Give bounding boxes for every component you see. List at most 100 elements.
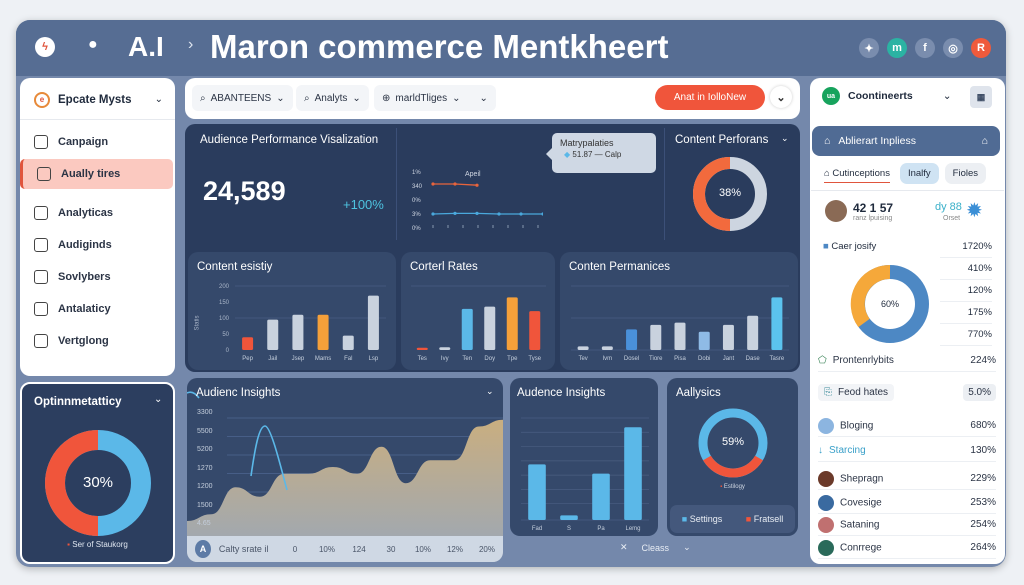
insights-header: ⌂ Ablierart Inpliess ⌂ [812, 126, 1000, 156]
filter-dropdown[interactable]: ⌕ ABANTEENS ⌄ [192, 85, 293, 111]
chart-title: Conten Permanices [569, 261, 670, 273]
legend-item-fratsell[interactable]: ■ Fratsell [745, 514, 784, 524]
home-outline-icon[interactable]: ⌂ [981, 135, 988, 147]
bar [722, 324, 734, 350]
x-tick-label: Dobi [698, 356, 710, 362]
x-tick-label: Lsp [369, 356, 379, 362]
list-item[interactable]: Conrrege 264% [818, 537, 996, 559]
note-icon [34, 334, 48, 348]
bar [416, 347, 428, 350]
list-item-label: ⬠ Prontenrlybits [818, 355, 894, 366]
sidebar-item[interactable]: Vertglong [20, 326, 173, 356]
user-icon[interactable]: A [195, 540, 211, 558]
analytics-dropdown[interactable]: ⌕ Analyts ⌄ [296, 85, 369, 111]
tag-icon: ⊕ [382, 92, 391, 104]
file-icon: ⎘ [824, 386, 832, 398]
optin-value: 30% [82, 474, 114, 491]
primary-action-button[interactable]: Anat in IolloNew [655, 85, 765, 110]
close-label[interactable]: Cleass [641, 542, 670, 553]
sidebar-item[interactable]: Antalaticy [20, 294, 173, 324]
bar [439, 347, 451, 350]
chevron-down-icon[interactable]: ⌄ [781, 133, 789, 143]
list-item[interactable]: ⬠ Prontenrlybits 224% [818, 350, 996, 372]
list-item[interactable]: Covesige 253% [818, 492, 996, 514]
workspace-selector[interactable]: e Epcate Mysts ⌄ [20, 80, 175, 120]
x-tick-label: Fad [532, 526, 542, 532]
x-tick-label: Doy [484, 356, 495, 362]
chevron-down-icon[interactable]: ⌄ [683, 542, 691, 552]
bar [506, 297, 518, 350]
y-tick-label: 1270 [197, 464, 213, 472]
list-item-value: 224% [970, 355, 996, 366]
x-tick-label: S [567, 526, 571, 532]
chevron-down-icon: ⌄ [942, 90, 952, 102]
m-icon[interactable]: m [887, 38, 907, 58]
list-item[interactable]: Bloging 680% [818, 415, 996, 437]
avatar [818, 417, 834, 434]
chevron-down-icon: ⌄ [154, 94, 163, 105]
sidebar-item[interactable]: Canpaign [20, 127, 173, 157]
list-item-label: Covesige [818, 494, 882, 511]
app-logo-icon[interactable]: ϟ [35, 37, 55, 57]
right-tabs: ⌂ Cutinceptions Inalfy Fioles [824, 163, 987, 184]
chevron-down-icon[interactable]: ⌄ [154, 394, 163, 405]
analysis-value: 59% [721, 436, 745, 448]
close-bar[interactable]: ✕ Cleass ⌄ [620, 542, 691, 553]
divider [664, 128, 665, 240]
x-tick-label: Tes [418, 356, 427, 362]
line-point [541, 212, 543, 216]
list-item-value: 5.0% [963, 383, 996, 401]
stat2-value: dy 88 [935, 201, 962, 213]
line-point [475, 211, 479, 215]
list-item[interactable]: ↓ Starcing 130% [818, 440, 996, 462]
continent-selector[interactable]: ua Coontineerts ⌄ [822, 87, 952, 105]
sidebar-item[interactable]: Analyticas [20, 198, 173, 228]
area-fill [187, 419, 503, 562]
analysis-donut [698, 408, 768, 478]
campaign-icon [34, 135, 48, 149]
donut-value: 60% [880, 299, 899, 309]
page-title: Maron commerce Mentkheert [210, 28, 669, 65]
workspace-name: Epcate Mysts [58, 93, 132, 106]
clipboard-icon [34, 238, 48, 252]
y-tick-label: 1% [412, 170, 421, 176]
list-item-value: 680% [970, 420, 996, 431]
tab-cutinceptions[interactable]: ⌂ Cutinceptions [824, 165, 890, 183]
x-tick-label: 20% [478, 544, 495, 554]
calendar-icon[interactable]: ▦ [970, 86, 992, 108]
line-series [432, 212, 543, 215]
sidebar-item[interactable]: Aually tires [20, 159, 173, 189]
list-item[interactable]: Sataning 254% [818, 514, 996, 536]
logo-text: A.I [128, 31, 164, 62]
twitter-icon[interactable]: ✦ [859, 38, 879, 58]
tab-fioles[interactable]: Fioles [944, 163, 987, 184]
y-axis-label: Statis [194, 315, 201, 331]
link-icon[interactable]: ◎ [943, 38, 963, 58]
list-item-label: ↓ Starcing [818, 445, 866, 456]
facebook-icon[interactable]: f [915, 38, 935, 58]
x-tick-label: Ivm [602, 356, 612, 362]
sidebar-item[interactable]: Sovlybers [20, 262, 173, 292]
legend-item-settings[interactable]: ■ Settings [681, 514, 723, 524]
optin-title: Optinnmetatticy [34, 396, 122, 408]
avatar-r-icon[interactable]: R [971, 38, 991, 58]
list-item[interactable]: ⎘ Feod hates 5.0% [818, 381, 996, 403]
more-chevron-icon[interactable]: ⌄ [770, 86, 792, 108]
close-icon[interactable]: ✕ [620, 542, 628, 552]
list-item-value: 229% [970, 473, 996, 484]
tab-inalfy[interactable]: Inalfy [899, 163, 939, 184]
sidebar [20, 78, 175, 376]
chart-title: Corterl Rates [410, 261, 478, 273]
tags-dropdown[interactable]: ⊕ marldTliges ⌄ ⌄ [374, 85, 496, 111]
y-tick-label: 0% [412, 226, 421, 232]
y-tick-label: 0 [226, 348, 230, 354]
percent-value: 175% [940, 307, 992, 324]
avatar [818, 470, 834, 487]
y-tick-label: 340 [412, 184, 423, 190]
stat-value: 42 1 57 [853, 201, 894, 215]
sidebar-item[interactable]: Audiginds [20, 230, 173, 260]
x-tick-label: Tyse [528, 356, 541, 362]
bar-chart-rates: Tes Ivy Ten Doy Tpe Tyse [411, 285, 546, 362]
list-item[interactable]: Shepragn 229% [818, 468, 996, 490]
chevron-down-icon[interactable]: ⌄ [486, 386, 494, 396]
